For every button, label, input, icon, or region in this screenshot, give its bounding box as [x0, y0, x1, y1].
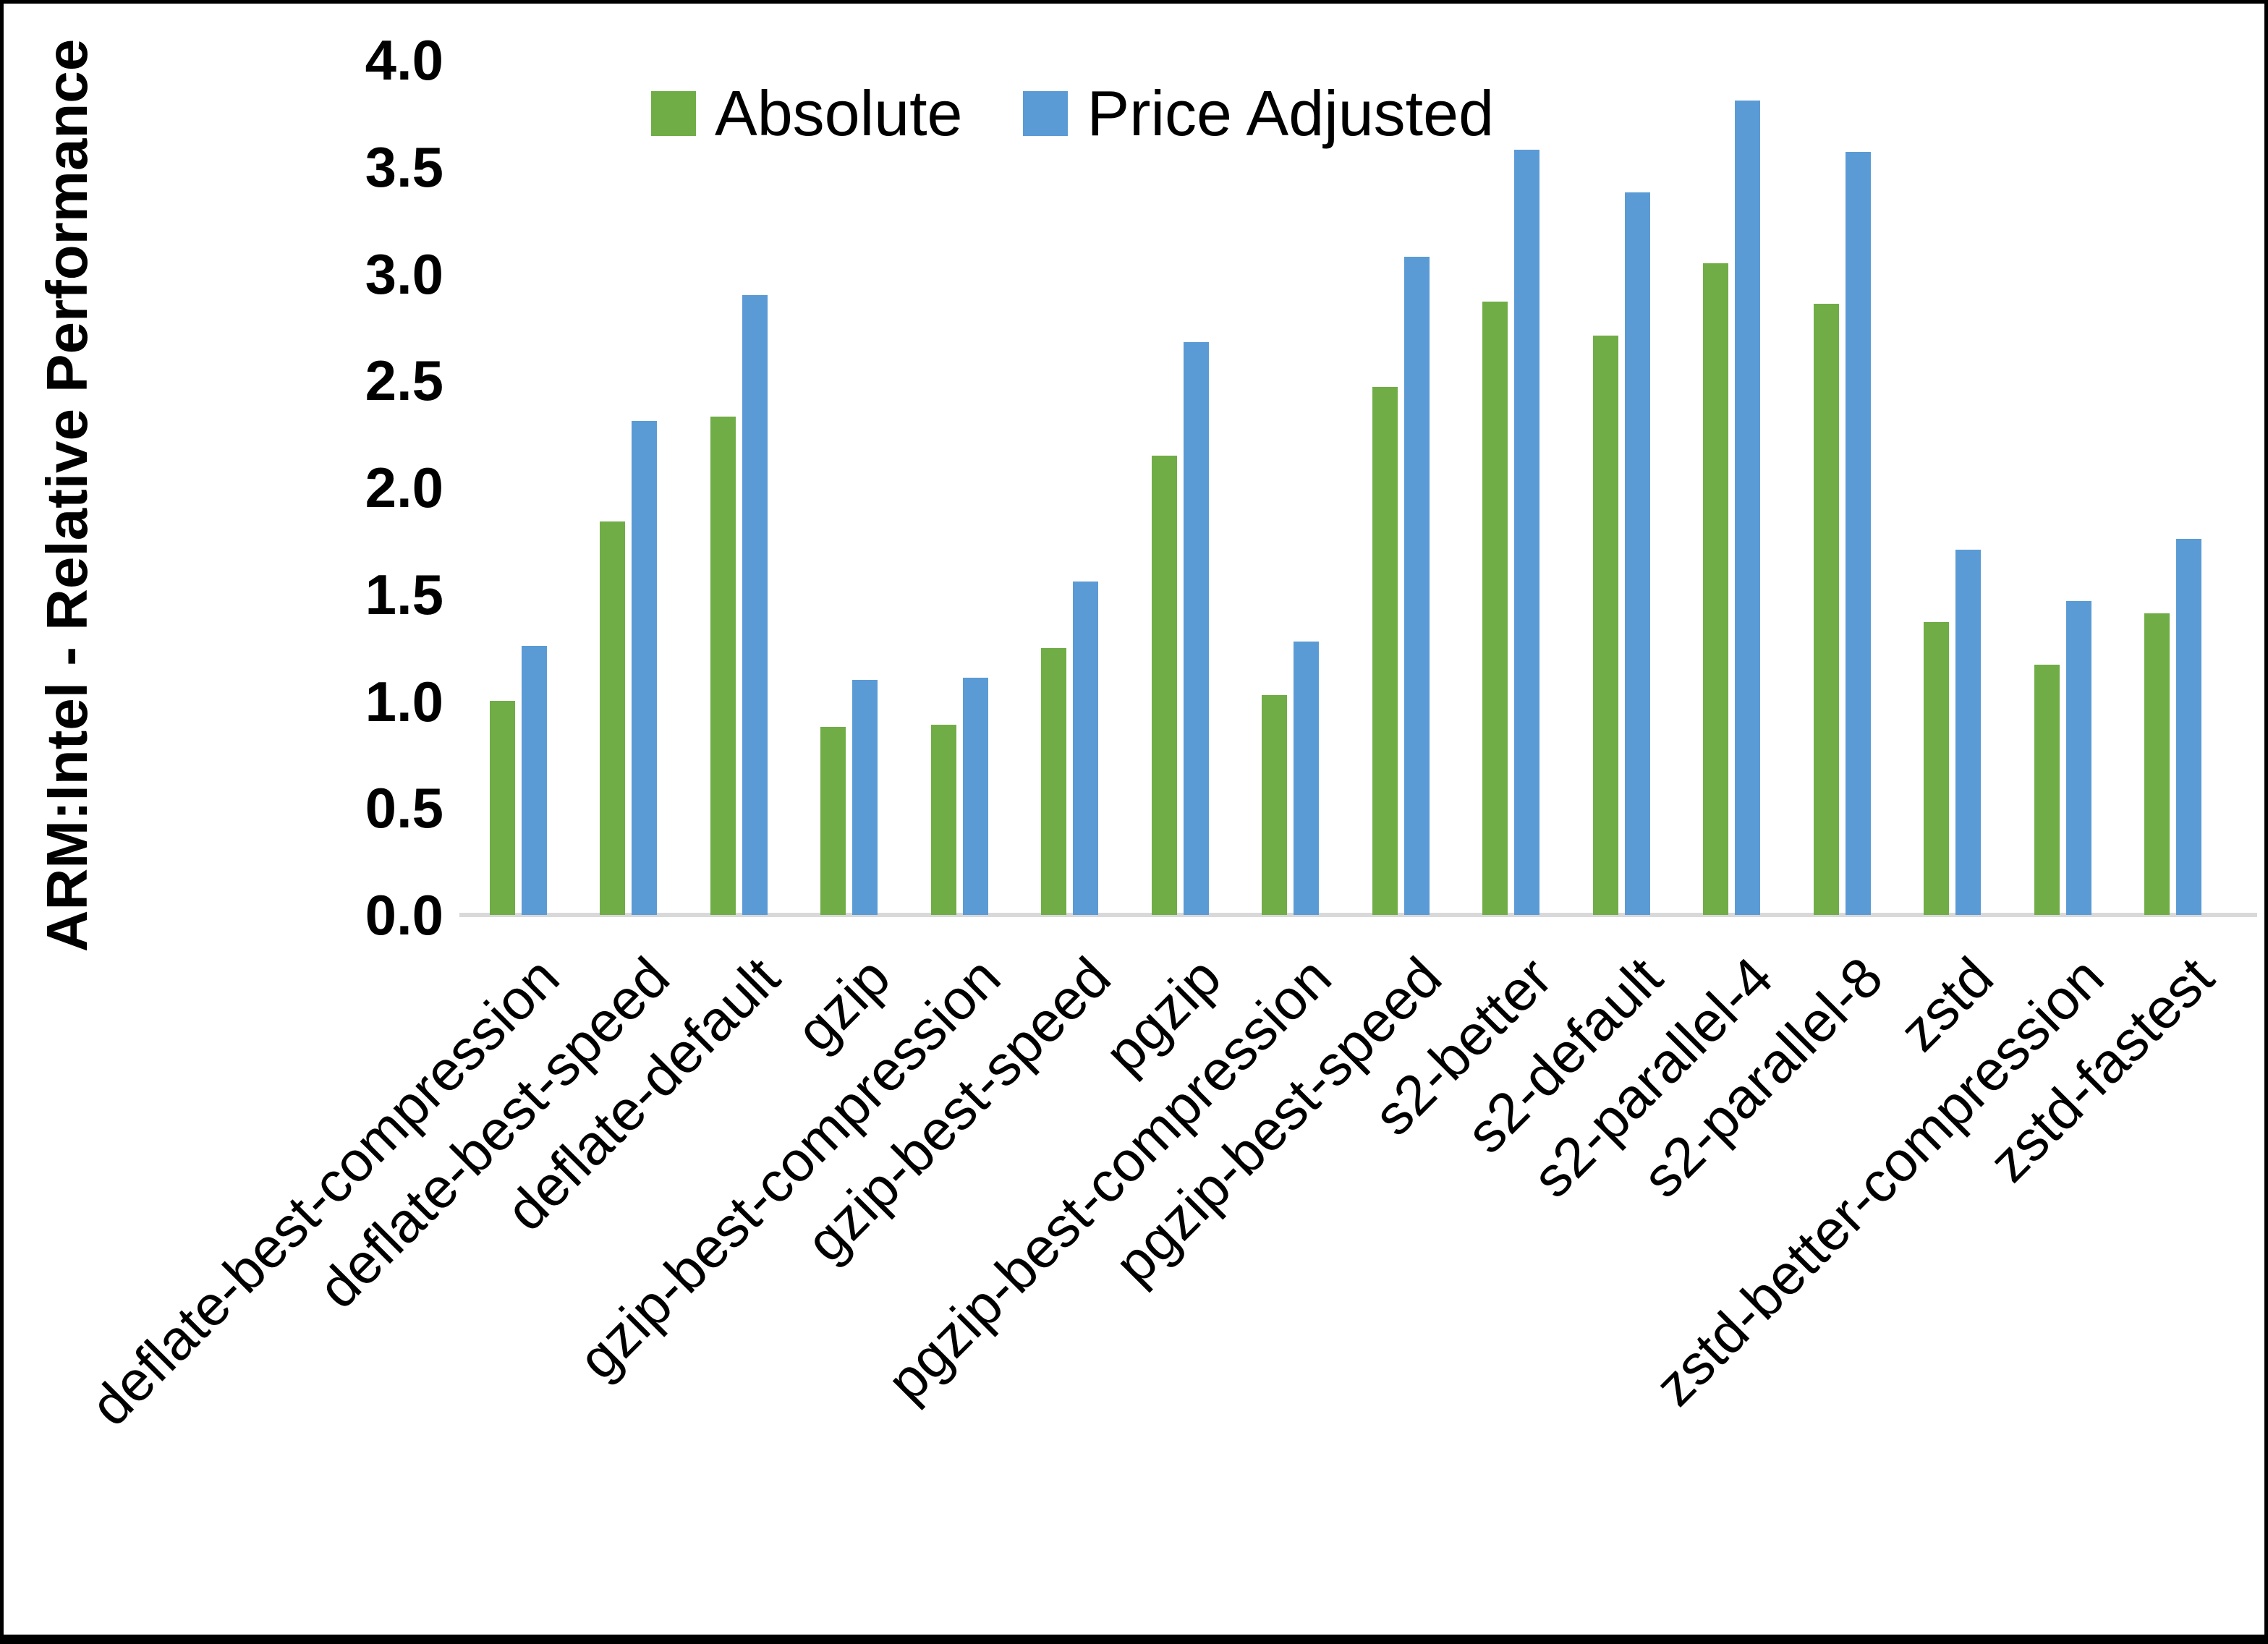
- bar-zstd-better-compression-absolute: [2034, 665, 2060, 915]
- legend-label-absolute: Absolute: [715, 77, 963, 149]
- bar-pgzip-best-speed-absolute: [1372, 387, 1398, 915]
- bar-pgzip-best-speed-price-adjusted: [1404, 257, 1430, 915]
- price-adjusted-series-swatch-icon: [1023, 91, 1069, 136]
- y-tick-label: 2.5: [365, 349, 443, 413]
- legend-item-absolute: Absolute: [651, 82, 962, 145]
- bar-gzip-best-compression-price-adjusted: [963, 678, 988, 915]
- bar-gzip-best-speed-price-adjusted: [1073, 582, 1098, 915]
- y-tick-label: 2.0: [365, 456, 443, 519]
- bar-deflate-default-price-adjusted: [742, 295, 768, 915]
- bar-s2-parallel-8-price-adjusted: [1846, 152, 1871, 915]
- bar-s2-parallel-4-price-adjusted: [1735, 101, 1760, 915]
- bar-s2-default-absolute: [1593, 336, 1618, 915]
- y-tick-label: 3.5: [365, 135, 443, 199]
- bar-zstd-fastest-price-adjusted: [2176, 539, 2201, 915]
- bar-s2-better-absolute: [1482, 302, 1508, 915]
- bar-gzip-best-compression-absolute: [931, 725, 956, 915]
- bar-deflate-best-speed-price-adjusted: [632, 421, 657, 915]
- bar-pgzip-best-compression-price-adjusted: [1294, 642, 1319, 915]
- bar-zstd-absolute: [1924, 622, 1949, 915]
- bar-s2-better-price-adjusted: [1514, 150, 1539, 915]
- y-tick-label: 1.0: [365, 669, 443, 733]
- legend-item-price-adjusted: Price Adjusted: [1023, 82, 1494, 145]
- bar-pgzip-best-compression-absolute: [1262, 695, 1287, 915]
- bar-s2-parallel-8-absolute: [1814, 304, 1839, 915]
- bar-deflate-default-absolute: [710, 417, 736, 915]
- bar-zstd-fastest-absolute: [2144, 613, 2170, 915]
- x-category-label: deflate-best-compression: [77, 945, 571, 1438]
- bar-pgzip-absolute: [1152, 456, 1177, 915]
- y-tick-label: 1.5: [365, 562, 443, 626]
- absolute-series-swatch-icon: [651, 91, 696, 136]
- y-tick-label: 3.0: [365, 242, 443, 306]
- y-axis-title: ARM:Intel - Relative Performance: [35, 38, 99, 953]
- bar-deflate-best-speed-absolute: [600, 521, 625, 915]
- legend-label-price-adjusted: Price Adjusted: [1087, 77, 1495, 149]
- bar-s2-parallel-4-absolute: [1703, 263, 1728, 915]
- bar-zstd-better-compression-price-adjusted: [2066, 601, 2091, 915]
- bar-gzip-absolute: [820, 727, 846, 915]
- bar-gzip-price-adjusted: [852, 680, 878, 915]
- bar-deflate-best-compression-price-adjusted: [522, 646, 547, 915]
- y-tick-label: 0.5: [365, 776, 443, 840]
- y-tick-label: 4.0: [365, 28, 443, 92]
- bar-pgzip-price-adjusted: [1184, 342, 1209, 915]
- bar-zstd-price-adjusted: [1955, 550, 1981, 915]
- bar-deflate-best-compression-absolute: [490, 701, 515, 915]
- x-axis-line: [459, 913, 2257, 917]
- legend: Absolute Price Adjusted: [651, 82, 1494, 145]
- bar-s2-default-price-adjusted: [1625, 192, 1650, 915]
- bar-gzip-best-speed-absolute: [1041, 648, 1066, 915]
- y-tick-label: 0.0: [365, 883, 443, 947]
